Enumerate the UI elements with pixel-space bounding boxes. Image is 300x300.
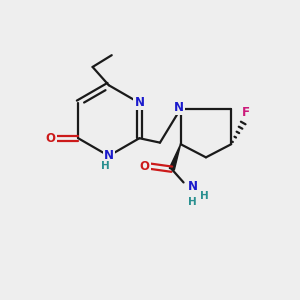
- Text: N: N: [104, 149, 114, 162]
- Text: O: O: [140, 160, 150, 173]
- Text: H: H: [200, 191, 208, 201]
- Text: H: H: [101, 161, 110, 171]
- Text: N: N: [134, 96, 144, 110]
- Polygon shape: [169, 144, 181, 170]
- Text: N: N: [188, 180, 197, 194]
- Text: N: N: [174, 101, 184, 114]
- Text: H: H: [188, 196, 197, 207]
- Text: O: O: [46, 132, 56, 145]
- Text: F: F: [242, 106, 250, 119]
